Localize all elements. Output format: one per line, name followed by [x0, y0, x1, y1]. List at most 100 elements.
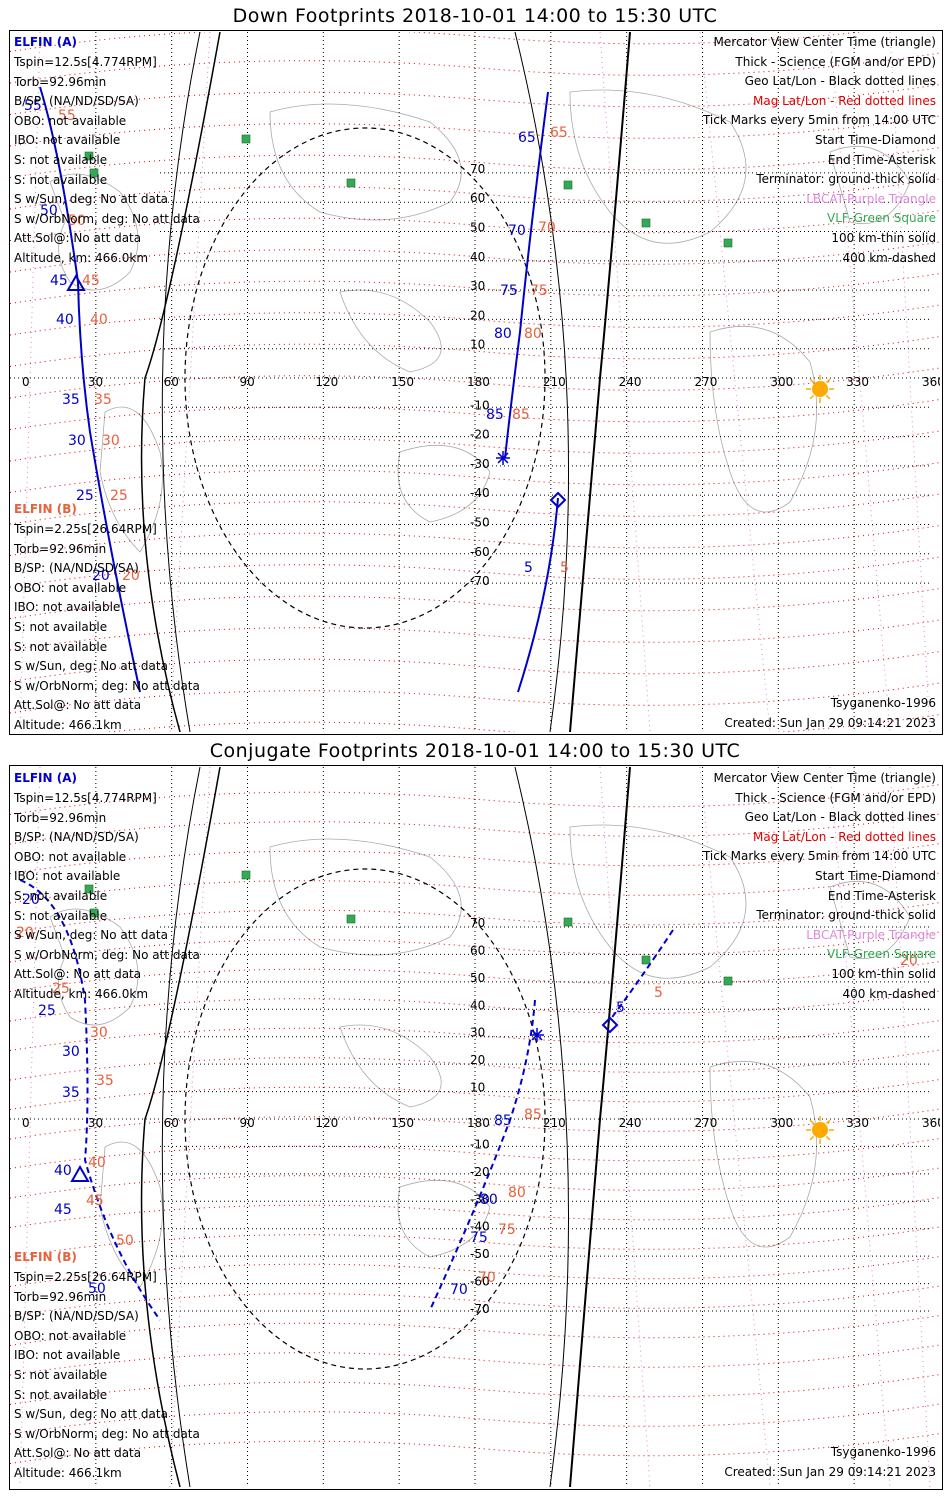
sat-info-line: Tspin=12.5s[4.774RPM] [14, 791, 157, 805]
vlf-station-marker [641, 218, 651, 228]
lat-tick-label: -10 [470, 398, 490, 412]
mag-lat-line [10, 147, 940, 178]
sat-info-line: S w/Sun, deg: No att data [14, 1407, 168, 1422]
mag-lat-line [10, 304, 940, 336]
sat-info-line: B/SP: (NA/ND/SD/SA) [14, 1309, 139, 1324]
mag-lat-line [10, 32, 865, 52]
lon-tick-label: 270 [695, 375, 718, 389]
track-tick-label-a: 40 [54, 1163, 72, 1179]
legend-entry: End Time-Asterisk [827, 888, 936, 903]
sat-info-line: Altitude, km: 466.0km [14, 987, 149, 1001]
sat-info-line: S: not available [14, 908, 108, 923]
panel-title-conjugate: Conjugate Footprints 2018-10-01 14:00 to… [209, 740, 741, 762]
sat-info-line: Altitude: 466.1km [14, 718, 122, 732]
lon-tick-label: 90 [240, 1116, 255, 1130]
legend-entry: Thick - Science (FGM and/or EPD) [735, 790, 936, 805]
sat-a-name: ELFIN (A) [14, 771, 77, 785]
lat-tick-label: 40 [470, 998, 485, 1012]
lon-tick-label: 330 [846, 375, 869, 389]
lon-tick-label: 120 [315, 375, 338, 389]
geo-grid [10, 767, 940, 1487]
sat-b-name: ELFIN (B) [14, 502, 77, 516]
track-tick-label-b: 85 [524, 1107, 542, 1123]
sat-info-line: S: not available [14, 172, 108, 187]
lbcat-line [829, 767, 891, 1487]
coastline-path [397, 1179, 491, 1258]
sat-info-line: S w/Sun, deg: No att data [14, 659, 168, 674]
sat-info-line: Att.Sol@: No att data [14, 1446, 142, 1461]
sun-ray [825, 394, 831, 400]
track-tick-label-a: 35 [62, 392, 80, 408]
vlf-station-marker [563, 917, 573, 927]
lat-tick-label: 30 [470, 1026, 485, 1040]
track-tick-label-a: 20 [92, 568, 110, 584]
sun-ray [825, 1135, 831, 1141]
legend-entry: Start Time-Diamond [814, 133, 936, 147]
track-tick-label-a: 85 [486, 407, 504, 423]
mag-lat-line [104, 714, 940, 732]
sat-info-line: Att.Sol@: No att data [14, 967, 142, 982]
vlf-station-marker [89, 908, 99, 918]
coastline-path [99, 1141, 163, 1288]
lon-tick-label: 180 [467, 1116, 490, 1130]
lat-tick-label: -60 [470, 1275, 490, 1289]
track-tick-label-b: 70 [478, 1270, 496, 1286]
lat-tick-label: -70 [470, 1302, 490, 1316]
sun-disc [812, 1122, 828, 1138]
lat-tick-label: 60 [470, 943, 485, 957]
legend-entry: 100 km-thin solid [831, 967, 936, 981]
mag-lat-line [10, 210, 940, 241]
legend-entry: Geo Lat/Lon - Black dotted lines [744, 74, 936, 89]
track-tick-label-b: 30 [90, 1025, 108, 1041]
lat-tick-label: 70 [470, 916, 485, 930]
sat-info-line: S w/OrbNorm, deg: No att data [14, 211, 200, 226]
mag-lat-line [10, 961, 940, 992]
terminator-line [569, 767, 631, 1487]
track-tick-label-b: 70 [538, 220, 556, 236]
lbcat-line [889, 767, 931, 1487]
map-plot-down: 0 30 60 90 120 150 180 210 240 270 300 330 360 70 60 50… [10, 32, 940, 732]
sat-info-line: S: not available [14, 639, 108, 654]
coastline-path [99, 406, 163, 553]
coastline-path [709, 325, 818, 513]
lbcat-line [169, 32, 211, 732]
vlf-station-marker [89, 168, 99, 178]
mag-lat-line [10, 178, 940, 210]
sat-info-line: S w/Sun, deg: No att data [14, 928, 168, 943]
track-tick-label-a: 80 [480, 1192, 498, 1208]
lat-tick-label: 70 [470, 162, 485, 176]
legend-entry: LBCAT-Purple Triangle [806, 191, 936, 206]
legend-entry: Geo Lat/Lon - Black dotted lines [744, 810, 936, 825]
track-tick-label-b: 5 [654, 985, 663, 1001]
track-tick-label-b: 80 [524, 326, 542, 342]
map-plot-conjugate: 0 30 60 90 120 150 180 210 240 270 300 330 360 70 60 50… [10, 767, 940, 1487]
mag-lat-line [10, 931, 940, 963]
sat-info-line: S: not available [14, 1368, 108, 1382]
mag-lat-line [10, 1108, 940, 1140]
mag-lat-line [10, 115, 940, 147]
track-tick-label-a: 25 [76, 488, 94, 504]
sat-info-line: B/SP: (NA/ND/SD/SA) [14, 830, 139, 845]
vlf-station-marker [346, 914, 356, 924]
mag-lat-line [10, 1197, 940, 1228]
vlf-station-marker [84, 884, 94, 894]
legend-entry: VLF-Green Square [827, 211, 936, 226]
track-tick-label-b: 5 [560, 560, 569, 576]
start-time-diamond [601, 1016, 619, 1034]
lbcat-line [169, 767, 211, 1487]
legend-entry: Start Time-Diamond [814, 869, 936, 883]
vlf-station-marker [241, 134, 251, 144]
sat-info-line: OBO: not available [14, 849, 127, 864]
track-tick-label-a: 5 [524, 560, 533, 576]
mag-lat-line [10, 1403, 940, 1435]
sat-info-line: S: not available [14, 889, 108, 903]
end-time-asterisk [530, 1028, 544, 1042]
track-tick-label-a: 45 [54, 1202, 72, 1218]
lon-tick-label: 210 [543, 1116, 566, 1130]
mag-grid [10, 32, 940, 732]
mag-lat-line [10, 1020, 940, 1051]
mag-lat-line [10, 651, 940, 682]
legend-entry: Terminator: ground-thick solid [756, 172, 936, 187]
sat-info-line: S w/Sun, deg: No att data [14, 192, 168, 207]
mag-lat-line [10, 462, 940, 493]
